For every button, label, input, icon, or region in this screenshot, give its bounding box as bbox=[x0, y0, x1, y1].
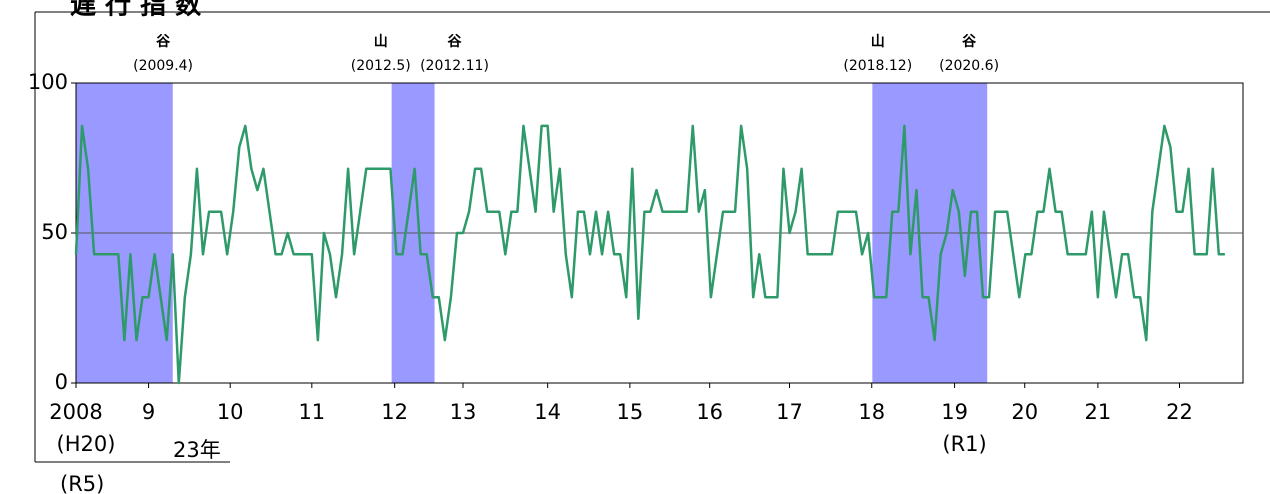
annotation-label: 山 bbox=[871, 34, 885, 50]
chart-title: 遅 行 指 数 bbox=[70, 0, 202, 21]
x-tick-label: 15 bbox=[617, 400, 644, 424]
x-tick-label: 13 bbox=[450, 400, 477, 424]
y-tick-label: 50 bbox=[41, 220, 68, 244]
x-tick-label: 22 bbox=[1166, 400, 1193, 424]
annotation-date: (2012.11) bbox=[420, 58, 489, 74]
data-line bbox=[74, 124, 1225, 385]
x-tick-label: 20 bbox=[1011, 400, 1038, 424]
x-tick-label: 18 bbox=[858, 400, 885, 424]
note: 23年 bbox=[173, 438, 221, 462]
annotation-label: 谷 bbox=[448, 34, 463, 50]
x-tick-label: 2008 bbox=[49, 400, 102, 424]
x-tick-label: 16 bbox=[696, 400, 723, 424]
x-tick-label: 12 bbox=[381, 400, 408, 424]
annotation-date: (2020.6) bbox=[939, 58, 999, 74]
x-tick-label: 19 bbox=[941, 400, 968, 424]
x-sublabel: (R1) bbox=[942, 432, 986, 456]
annotation-date: (2009.4) bbox=[133, 58, 193, 74]
annotation-label: 谷 bbox=[962, 34, 977, 50]
x-tick-label: 9 bbox=[142, 400, 155, 424]
note: (R5) bbox=[60, 472, 104, 494]
annotation-label: 山 bbox=[374, 34, 388, 50]
x-sublabel: (H20) bbox=[57, 432, 116, 456]
x-tick-label: 10 bbox=[217, 400, 244, 424]
y-tick-label: 0 bbox=[55, 370, 68, 394]
x-tick-label: 17 bbox=[776, 400, 803, 424]
x-tick-label: 21 bbox=[1085, 400, 1112, 424]
y-tick-label: 100 bbox=[28, 70, 68, 94]
annotation-date: (2018.12) bbox=[843, 58, 912, 74]
x-tick-label: 11 bbox=[298, 400, 325, 424]
annotation-date: (2012.5) bbox=[351, 58, 411, 74]
x-tick-label: 14 bbox=[534, 400, 561, 424]
annotation-label: 谷 bbox=[156, 34, 171, 50]
